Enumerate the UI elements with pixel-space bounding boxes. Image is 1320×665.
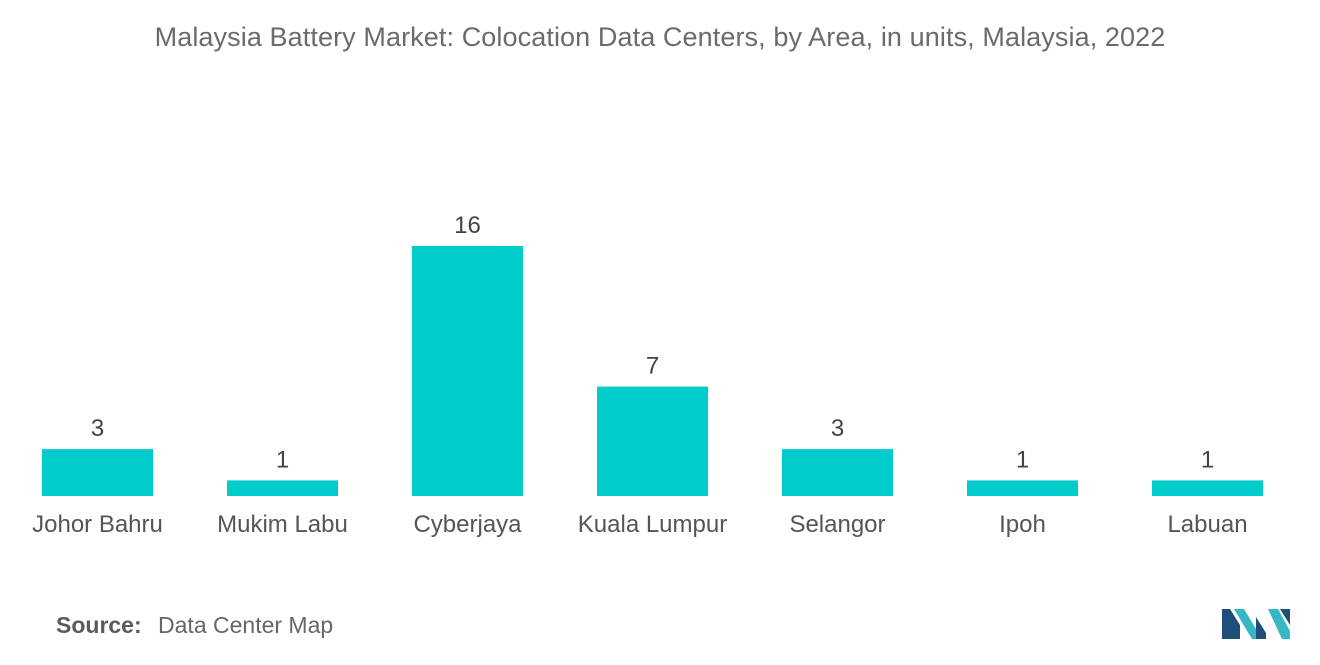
chart-title: Malaysia Battery Market: Colocation Data… xyxy=(154,22,1166,52)
category-label: Cyberjaya xyxy=(413,511,522,538)
bar-johor-bahru xyxy=(42,449,153,496)
category-label: Labuan xyxy=(1167,511,1247,538)
category-label: Ipoh xyxy=(999,511,1046,538)
category-label: Kuala Lumpur xyxy=(578,511,727,538)
mordor-intelligence-logo-icon xyxy=(1222,609,1290,639)
source-label: Source: xyxy=(56,612,142,638)
data-label: 1 xyxy=(1016,446,1029,473)
data-label: 7 xyxy=(646,353,659,380)
bar-labuan xyxy=(1152,480,1263,496)
source-text: Data Center Map xyxy=(158,612,334,638)
bar-ipoh xyxy=(967,480,1078,496)
data-label: 1 xyxy=(276,446,289,473)
data-label: 16 xyxy=(454,212,481,239)
source-note: Source: Data Center Map xyxy=(56,612,333,639)
category-label: Johor Bahru xyxy=(32,511,163,538)
bar-kuala-lumpur xyxy=(597,386,708,496)
category-label: Selangor xyxy=(789,511,885,538)
bar-cyberjaya xyxy=(412,246,523,496)
data-label: 1 xyxy=(1201,446,1214,473)
data-label: 3 xyxy=(831,415,844,442)
data-label: 3 xyxy=(91,415,104,442)
bar-mukim-labu xyxy=(227,480,338,496)
category-label: Mukim Labu xyxy=(217,511,348,538)
bar-selangor xyxy=(782,449,893,496)
